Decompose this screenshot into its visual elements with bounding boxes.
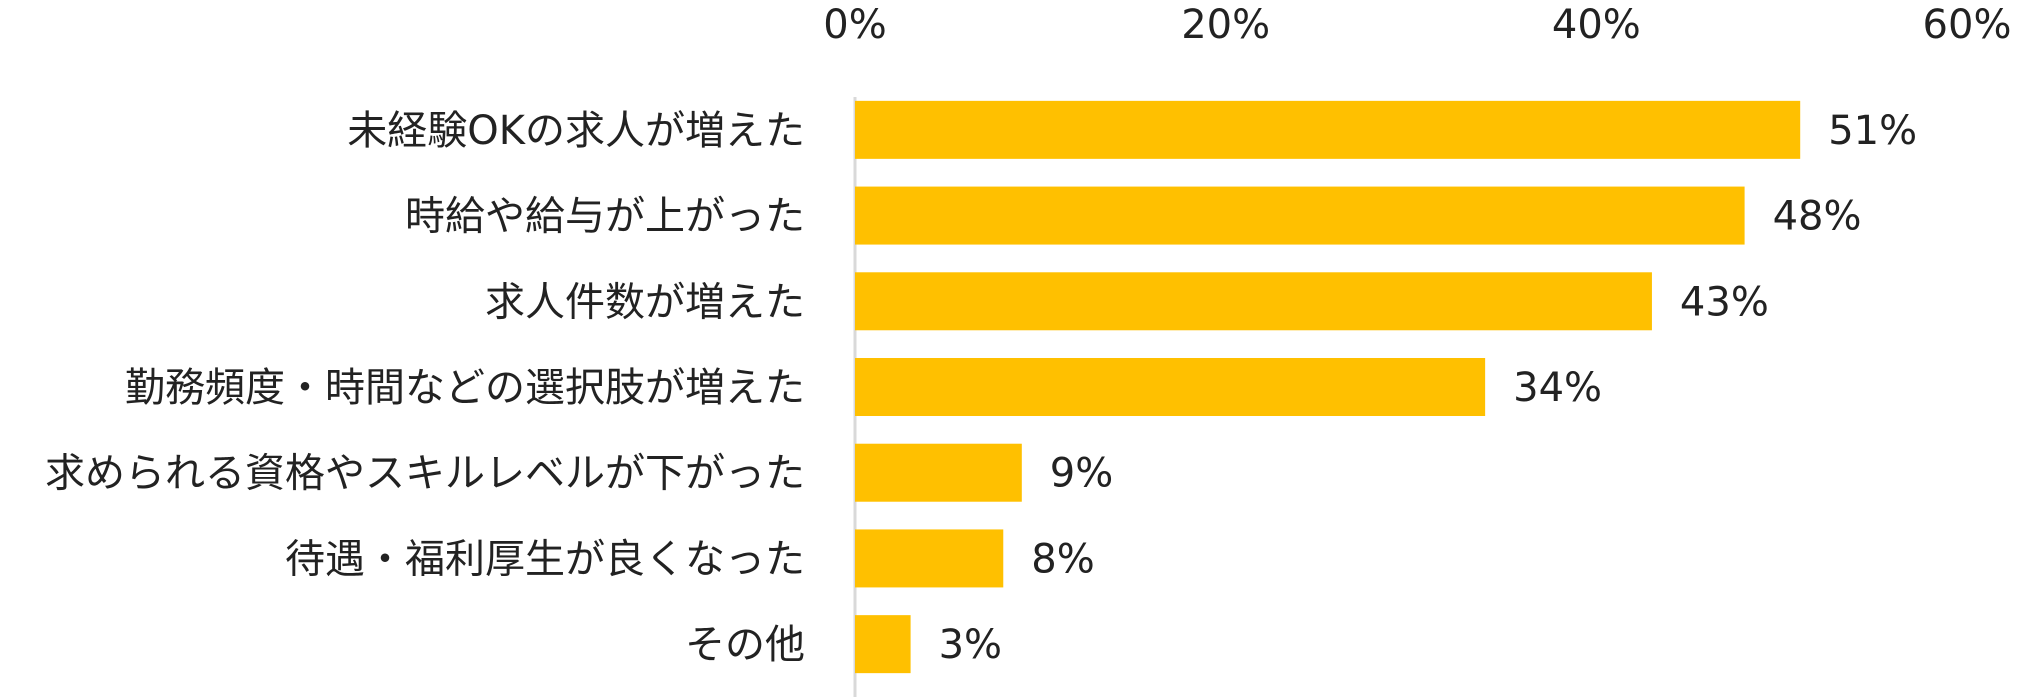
x-tick-label: 0% bbox=[823, 2, 886, 48]
bar bbox=[855, 529, 1004, 588]
data-label: 34% bbox=[1513, 365, 1602, 411]
data-labels: 51% 48%43% 34% 9% 8% 3% bbox=[939, 108, 1918, 668]
category-label: その他 bbox=[685, 622, 805, 668]
bar bbox=[855, 443, 1022, 502]
bar bbox=[855, 615, 911, 674]
category-label: 勤務頻度・時間などの選択肢が増えた bbox=[125, 365, 805, 411]
category-label: 求人件数が増えた bbox=[485, 279, 805, 325]
bar bbox=[855, 358, 1486, 416]
x-axis-ticks: 0% 20% 40% 60% bbox=[823, 2, 2011, 48]
category-labels: 未経験OKの求人が増えた時給や給与が上がった求人件数が増えた勤務頻度・時間などの… bbox=[45, 108, 805, 668]
data-label: 48% bbox=[1773, 194, 1862, 240]
data-label: 51% bbox=[1828, 108, 1917, 154]
bar bbox=[855, 272, 1652, 331]
data-label: 8% bbox=[1031, 536, 1094, 582]
category-label: 時給や給与が上がった bbox=[405, 194, 805, 240]
bar bbox=[855, 186, 1745, 245]
x-tick-label: 40% bbox=[1552, 2, 1641, 48]
bar bbox=[855, 100, 1801, 159]
data-label: 43% bbox=[1680, 279, 1769, 325]
bars bbox=[855, 100, 1801, 674]
data-label: 9% bbox=[1050, 451, 1113, 497]
x-tick-label: 20% bbox=[1181, 2, 1270, 48]
x-tick-label: 60% bbox=[1923, 2, 2012, 48]
category-label: 求められる資格やスキルレベルが下がった bbox=[45, 451, 805, 497]
data-label: 3% bbox=[939, 622, 1002, 668]
category-label: 未経験OKの求人が増えた bbox=[347, 108, 805, 154]
category-label: 待遇・福利厚生が良くなった bbox=[285, 536, 805, 582]
